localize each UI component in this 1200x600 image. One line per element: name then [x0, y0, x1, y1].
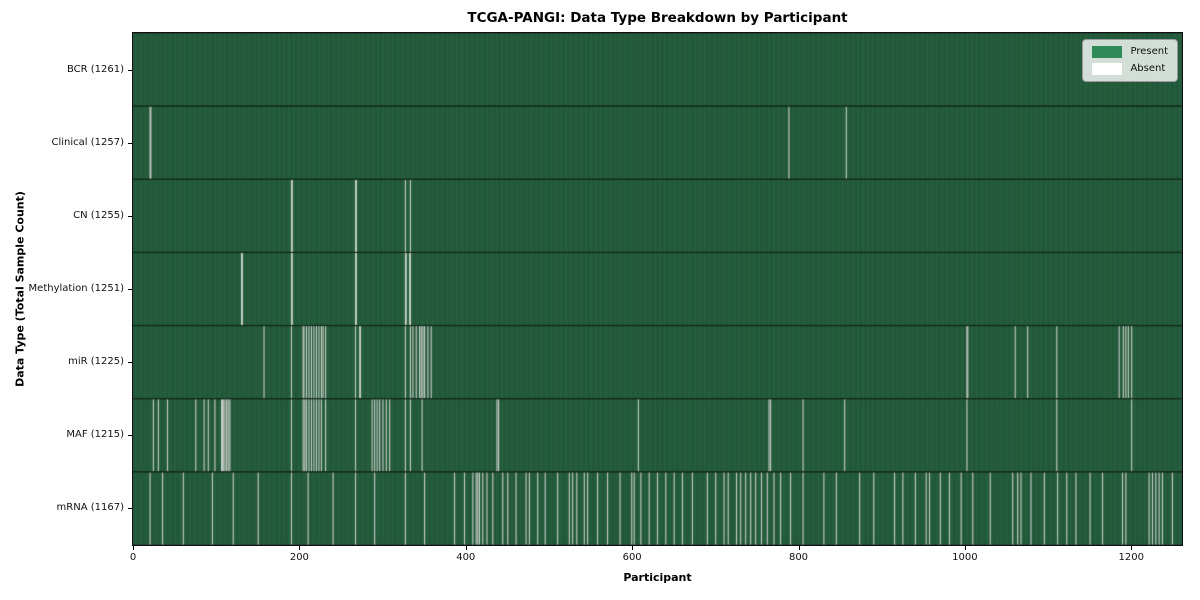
x-tick-mark [133, 546, 134, 550]
legend-swatch-absent-icon [1092, 63, 1123, 75]
x-tick-label-400: 400 [456, 552, 476, 563]
x-tick-label-600: 600 [622, 552, 642, 563]
plot-area: Present Absent [132, 32, 1183, 546]
x-tick-label-1000: 1000 [952, 552, 978, 563]
y-tick-label-mir: miR (1225) [68, 356, 124, 368]
y-tick-label-methylation: Methylation (1251) [28, 283, 124, 294]
legend: Present Absent [1082, 39, 1178, 82]
x-tick-mark [964, 546, 966, 550]
y-tick-mark [128, 142, 132, 144]
y-tick-mark [128, 508, 132, 510]
x-tick-label-200: 200 [289, 552, 309, 563]
x-tick-mark [299, 546, 301, 550]
y-tick-label-clinical: Clinical (1257) [51, 136, 125, 148]
y-tick-mark [128, 215, 132, 217]
x-tick-label-800: 800 [788, 552, 809, 563]
y-tick-mark [128, 362, 132, 364]
y-tick-mark [128, 289, 132, 290]
x-axis-label: Participant [623, 571, 692, 584]
x-tick-mark [465, 546, 467, 550]
y-tick-label-maf: MAF (1215) [66, 429, 124, 441]
y-tick-mark [128, 435, 132, 437]
legend-label-absent: Absent [1130, 63, 1166, 74]
legend-label-present: Present [1130, 46, 1168, 57]
y-tick-label-bcr: BCR (1261) [66, 63, 124, 75]
x-tick-mark [798, 546, 800, 550]
x-tick-label-1200: 1200 [1118, 552, 1144, 563]
x-tick-label-0: 0 [129, 552, 137, 563]
y-tick-label-mrna: mRNA (1167) [56, 502, 124, 514]
y-tick-label-cn: CN (1255) [73, 209, 124, 221]
y-tick-mark [128, 69, 132, 71]
legend-swatch-present-icon [1092, 46, 1123, 58]
x-tick-mark [632, 546, 634, 550]
chart-title: TCGA-PANGI: Data Type Breakdown by Parti… [467, 10, 848, 26]
x-tick-mark [1131, 546, 1133, 550]
legend-entry-absent: Absent [1092, 63, 1168, 75]
legend-entry-present: Present [1092, 46, 1168, 58]
heatmap-canvas [133, 33, 1182, 545]
